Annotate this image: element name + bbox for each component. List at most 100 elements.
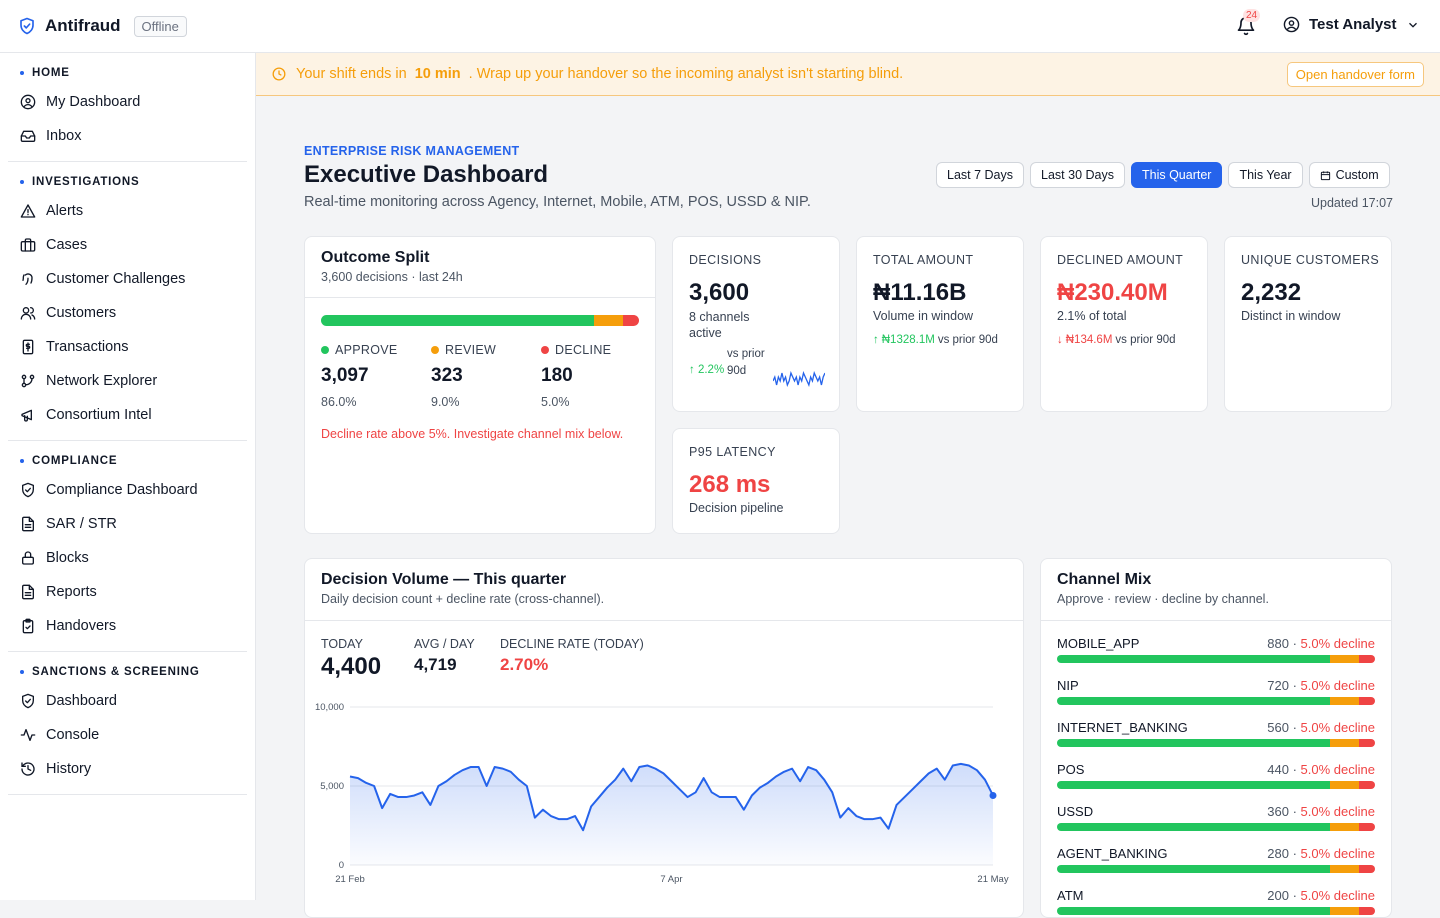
outcome-bar-decline	[623, 315, 639, 326]
range-custom[interactable]: Custom	[1308, 162, 1390, 188]
channel-name: ATM	[1057, 888, 1084, 903]
banner-text-post: . Wrap up your handover so the incoming …	[468, 66, 904, 82]
stat-today-value: 4,400	[321, 653, 382, 680]
kpi-decisions-delta-value: 2.2%	[697, 364, 725, 376]
kpi-latency-label: P95 LATENCY	[689, 445, 776, 459]
section-dot	[20, 180, 24, 184]
range-last-30-days[interactable]: Last 30 Days	[1030, 162, 1125, 188]
channel-bar-segment	[1359, 739, 1375, 747]
brand[interactable]: Antifraud Offline	[18, 15, 187, 37]
outcome-label-text: DECLINE	[555, 343, 612, 357]
channel-bar	[1057, 907, 1375, 915]
channel-count: 720 ·	[1267, 678, 1301, 693]
user-circle-icon	[1283, 16, 1300, 33]
stat-avg-value: 4,719	[414, 655, 457, 674]
sidebar-item-network-explorer[interactable]: Network Explorer	[16, 364, 239, 398]
sidebar-item-compliance-dashboard[interactable]: Compliance Dashboard	[16, 473, 239, 507]
channel-bar-segment	[1330, 697, 1360, 705]
kpi-latency-value: 268 ms	[689, 471, 771, 498]
kpi-decisions-card: DECISIONS 3,600 8 channels active ↑ 2.2%…	[672, 236, 840, 412]
fingerprint-icon	[22, 273, 33, 285]
channel-row[interactable]: AGENT_BANKING 280 · 5.0% decline	[1057, 846, 1375, 888]
sparkline-path	[773, 371, 825, 387]
decision-volume-card: Decision Volume — This quarter Daily dec…	[304, 558, 1024, 918]
kpi-total-sub: Volume in window	[873, 309, 974, 323]
sidebar-item-label: Blocks	[46, 550, 89, 566]
sidebar-item-inbox[interactable]: Inbox	[16, 119, 239, 153]
user-name: Test Analyst	[1309, 16, 1397, 33]
range-this-year[interactable]: This Year	[1228, 162, 1303, 188]
sidebar-item-sar-str[interactable]: SAR / STR	[16, 507, 239, 541]
channel-mix-title: Channel Mix	[1057, 571, 1152, 588]
channel-count: 360 ·	[1267, 804, 1301, 819]
channel-decline: 5.0% decline	[1300, 888, 1375, 903]
sidebar-item-my-dashboard[interactable]: My Dashboard	[16, 85, 239, 119]
kpi-decisions-vs: vs prior 90d	[727, 348, 765, 377]
sidebar-item-label: SAR / STR	[46, 516, 117, 532]
sidebar-item-blocks[interactable]: Blocks	[16, 541, 239, 575]
outcome-subtitle: 3,600 decisions · last 24h	[321, 270, 463, 284]
sidebar-item-cases[interactable]: Cases	[16, 228, 239, 262]
channel-stats: 280 · 5.0% decline	[1267, 846, 1375, 861]
sidebar-item-handovers[interactable]: Handovers	[16, 609, 239, 643]
open-handover-button[interactable]: Open handover form	[1286, 62, 1424, 87]
channel-row[interactable]: ATM 200 · 5.0% decline	[1057, 888, 1375, 917]
channel-name: INTERNET_BANKING	[1057, 720, 1188, 735]
channel-row[interactable]: POS 440 · 5.0% decline	[1057, 762, 1375, 804]
updated-time: Updated 17:07	[1311, 196, 1394, 210]
sidebar-item-console[interactable]: Console	[16, 718, 239, 752]
channel-row[interactable]: MOBILE_APP 880 · 5.0% decline	[1057, 636, 1375, 678]
section-dot	[20, 670, 24, 674]
channel-bar-segment	[1330, 865, 1360, 873]
banner-time: 10 min	[414, 66, 461, 82]
users-icon	[20, 307, 36, 320]
kpi-total-vs: vs prior 90d	[937, 334, 998, 346]
volume-last-point[interactable]	[989, 791, 997, 799]
volume-area	[350, 763, 993, 865]
range-last-7-days[interactable]: Last 7 Days	[936, 162, 1025, 188]
sidebar-section-header: HOME	[16, 63, 239, 85]
x-tick-label: 7 Apr	[660, 874, 682, 885]
shield-check-icon	[20, 17, 34, 35]
kpi-declined-value: ₦230.40M	[1057, 279, 1168, 306]
channel-bar	[1057, 697, 1375, 705]
sidebar-item-history[interactable]: History	[16, 752, 239, 786]
sidebar-item-alerts[interactable]: Alerts	[16, 194, 239, 228]
channel-row[interactable]: NIP 720 · 5.0% decline	[1057, 678, 1375, 720]
inbox-icon	[20, 130, 36, 142]
sidebar-item-customers[interactable]: Customers	[16, 296, 239, 330]
channel-bar-segment	[1057, 865, 1331, 873]
sidebar-item-consortium-intel[interactable]: Consortium Intel	[16, 398, 239, 432]
channel-row[interactable]: USSD 360 · 5.0% decline	[1057, 804, 1375, 846]
channel-stats: 560 · 5.0% decline	[1267, 720, 1375, 735]
outcome-approve-value: 3,097	[321, 365, 369, 386]
kpi-declined-sub: 2.1% of total	[1057, 309, 1127, 323]
channel-count: 280 ·	[1267, 846, 1301, 861]
kpi-decisions-delta: ↑ 2.2%	[689, 364, 725, 376]
channel-row[interactable]: INTERNET_BANKING 560 · 5.0% decline	[1057, 720, 1375, 762]
volume-subtitle: Daily decision count + decline rate (cro…	[321, 592, 605, 606]
channel-name: NIP	[1057, 678, 1079, 693]
sidebar-item-customer-challenges[interactable]: Customer Challenges	[16, 262, 239, 296]
user-menu[interactable]: Test Analyst	[1283, 16, 1420, 33]
channel-bar-segment	[1057, 739, 1331, 747]
legend-dot	[431, 346, 439, 354]
channel-bar-segment	[1057, 655, 1331, 663]
kpi-decisions-value: 3,600	[689, 279, 750, 306]
channel-decline: 5.0% decline	[1300, 804, 1375, 819]
sidebar-item-reports[interactable]: Reports	[16, 575, 239, 609]
section-dot	[20, 71, 24, 75]
legend-dot	[541, 346, 549, 354]
sidebar-section-header: COMPLIANCE	[16, 451, 239, 473]
sidebar-item-label: Handovers	[46, 618, 117, 634]
status-badge: Offline	[133, 15, 187, 37]
sidebar-item-transactions[interactable]: Transactions	[16, 330, 239, 364]
section-dot	[20, 459, 24, 463]
kpi-unique-sub: Distinct in window	[1241, 309, 1341, 323]
channel-stats: 440 · 5.0% decline	[1267, 762, 1375, 777]
range-this-quarter[interactable]: This Quarter	[1130, 162, 1223, 188]
sidebar-item-dashboard[interactable]: Dashboard	[16, 684, 239, 718]
channel-name: AGENT_BANKING	[1057, 846, 1168, 861]
channel-bar-segment	[1057, 697, 1331, 705]
channel-bar-segment	[1057, 781, 1331, 789]
